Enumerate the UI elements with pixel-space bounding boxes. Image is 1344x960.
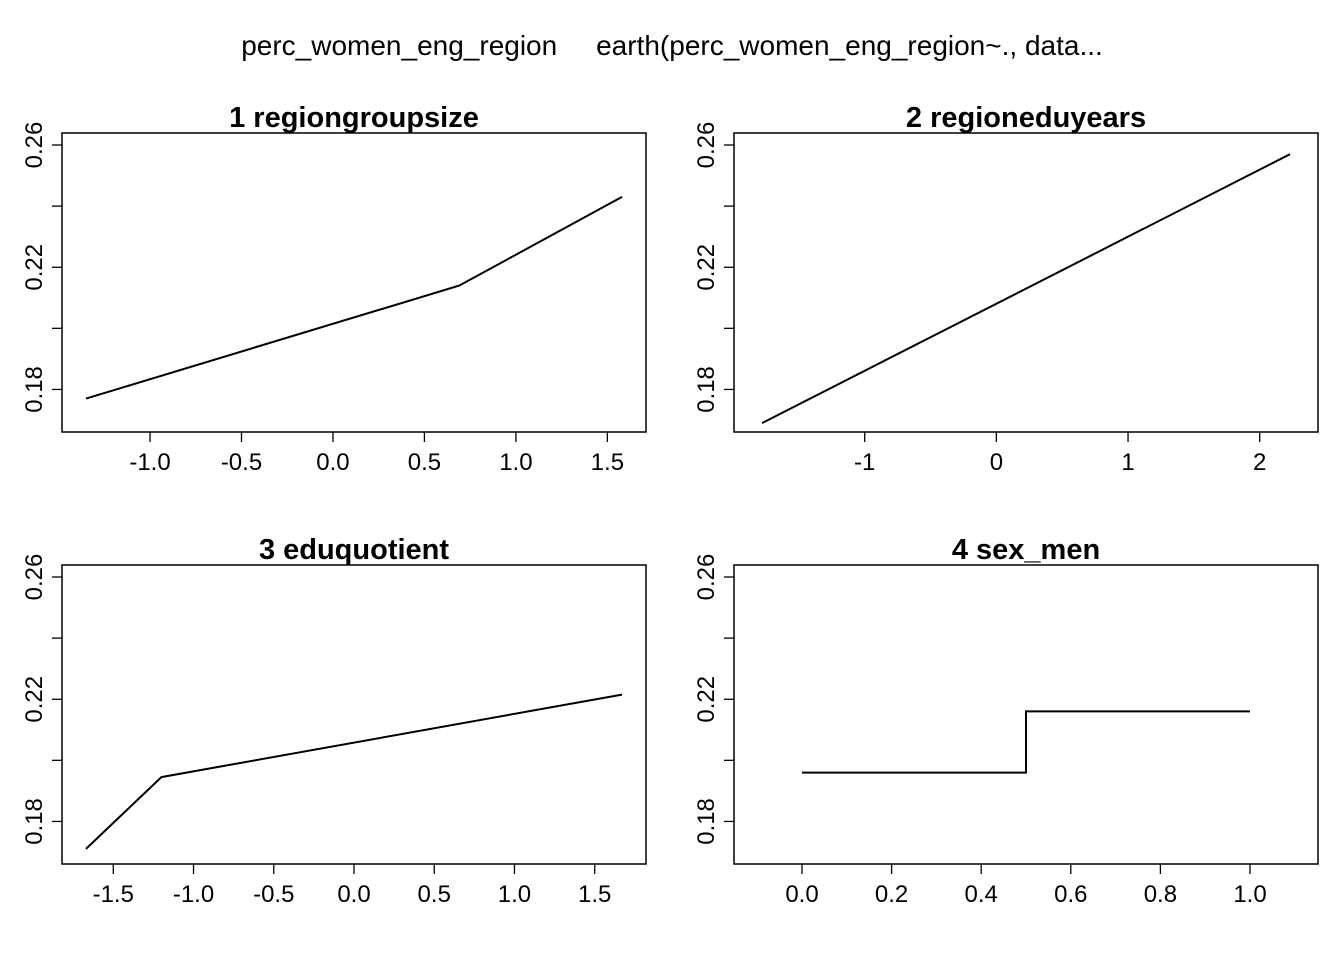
x-tick-label: 0.4 <box>965 881 998 908</box>
x-tick-label: -0.5 <box>253 881 294 908</box>
x-tick-label: -0.5 <box>221 449 262 476</box>
y-tick-label: 0.22 <box>21 244 48 291</box>
x-tick-label: 1.5 <box>578 881 611 908</box>
panel-title: 4 sex_men <box>952 534 1100 566</box>
y-tick-label: 0.18 <box>21 366 48 413</box>
series-line <box>761 153 1291 424</box>
panel-1: 1 regiongroupsize 0.18 0.22 0.26 -1.0 -0.5 0.0… <box>21 102 647 476</box>
y-tick-label: 0.26 <box>693 554 720 601</box>
panel-3: 3 eduquotient 0.18 0.22 0.26 -1.5 -1.0 -0.5 0.0… <box>21 534 647 908</box>
y-tick-label: 0.22 <box>21 676 48 723</box>
x-tick-label: 1 <box>1121 449 1134 476</box>
panel-2: 2 regioneduyears 0.18 0.22 0.26 -1 0 1 2 <box>693 102 1319 476</box>
x-tick-label: 2 <box>1253 449 1266 476</box>
y-tick-label: 0.18 <box>693 798 720 845</box>
series-line <box>85 196 623 400</box>
y-tick-label: 0.26 <box>693 122 720 169</box>
x-tick-label: 1.0 <box>499 449 532 476</box>
x-tick-label: 1.0 <box>498 881 531 908</box>
x-tick-label: 0.8 <box>1144 881 1177 908</box>
panel-title: 3 eduquotient <box>259 534 449 566</box>
x-tick-label: -1.0 <box>129 449 170 476</box>
x-tick-label: 1.5 <box>591 449 624 476</box>
x-tick-label: 0.6 <box>1054 881 1087 908</box>
x-tick-label: 0.5 <box>408 449 441 476</box>
y-tick-label: 0.22 <box>693 676 720 723</box>
x-tick-label: -1.5 <box>93 881 134 908</box>
x-tick-label: -1.0 <box>173 881 214 908</box>
y-tick-label: 0.26 <box>21 554 48 601</box>
y-tick-label: 0.18 <box>693 366 720 413</box>
plot-frame <box>733 564 1319 865</box>
x-tick-label: 1.0 <box>1233 881 1266 908</box>
plot-frame <box>61 132 647 433</box>
series-line <box>85 693 623 850</box>
x-tick-label: -1 <box>854 449 875 476</box>
title-right: earth(perc_women_eng_region~., data... <box>596 30 1103 61</box>
y-tick-label: 0.26 <box>21 122 48 169</box>
title-left: perc_women_eng_region <box>241 30 558 61</box>
x-tick-label: 0.2 <box>875 881 908 908</box>
series-line <box>802 710 1250 774</box>
y-tick-label: 0.18 <box>21 798 48 845</box>
x-tick-label: 0.5 <box>418 881 451 908</box>
x-tick-label: 0.0 <box>316 449 349 476</box>
panel-4: 4 sex_men 0.18 0.22 0.26 0.0 0.2 0.4 0.6 0.8 1.0 <box>693 534 1319 908</box>
x-tick-label: 0.0 <box>337 881 370 908</box>
plot-frame <box>61 564 647 865</box>
x-tick-label: 0 <box>990 449 1003 476</box>
page-title: perc_women_eng_region earth(perc_women_e… <box>0 30 1344 62</box>
panel-title: 2 regioneduyears <box>906 102 1146 134</box>
panel-title: 1 regiongroupsize <box>229 102 479 134</box>
x-tick-label: 0.0 <box>785 881 818 908</box>
y-tick-label: 0.22 <box>693 244 720 291</box>
plot-frame <box>733 132 1319 433</box>
